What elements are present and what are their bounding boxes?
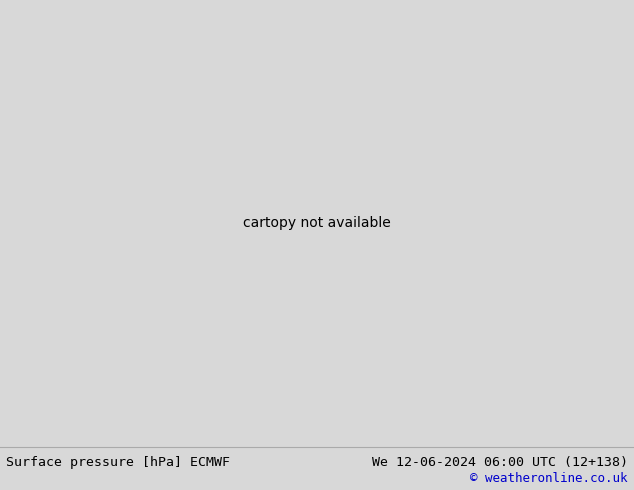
Text: We 12-06-2024 06:00 UTC (12+138): We 12-06-2024 06:00 UTC (12+138) (372, 456, 628, 469)
Text: Surface pressure [hPa] ECMWF: Surface pressure [hPa] ECMWF (6, 456, 230, 469)
Text: cartopy not available: cartopy not available (243, 216, 391, 230)
Text: © weatheronline.co.uk: © weatheronline.co.uk (470, 472, 628, 485)
